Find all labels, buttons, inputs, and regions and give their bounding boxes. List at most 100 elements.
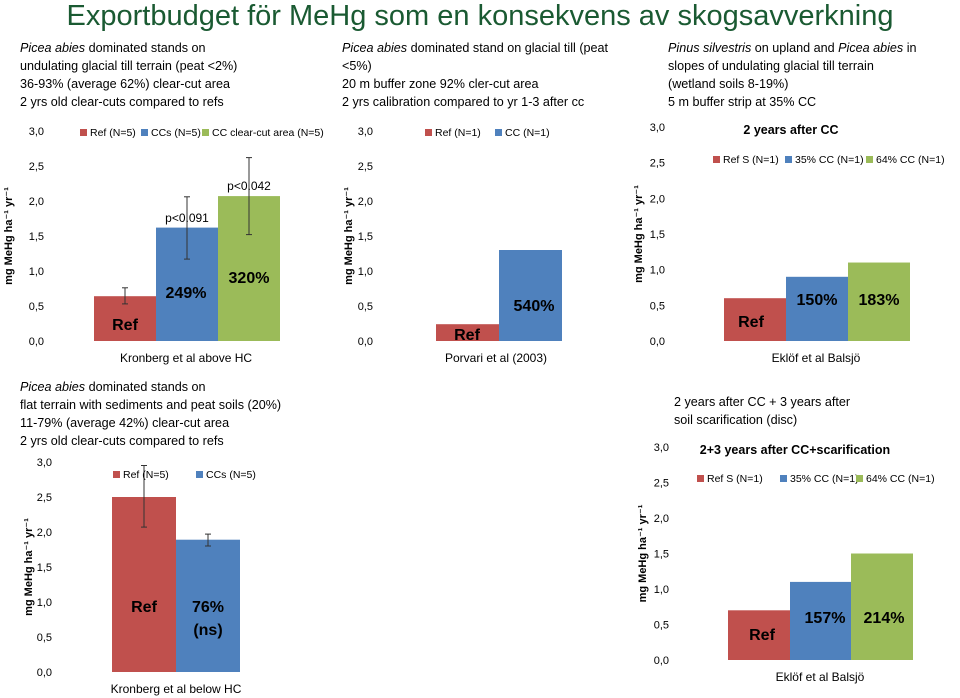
c1-legend-label: CC clear-cut area (N=5)	[212, 127, 324, 139]
c3-tick-label: 1,0	[650, 265, 665, 277]
c4-legend-label: Ref (N=5)	[123, 469, 169, 481]
c4-legend-swatch	[196, 471, 203, 478]
c3-legend-swatch	[785, 156, 792, 163]
desc-stands-below-hc: Picea abies dominated stands on flat ter…	[20, 378, 281, 450]
c5-tick-label: 1,5	[654, 549, 669, 561]
c3-bar-0	[724, 298, 786, 341]
c5-legend-swatch	[697, 475, 704, 482]
c5-legend-label: 35% CC (N=1)	[790, 473, 859, 485]
desc-porvari: Picea abies dominated stand on glacial t…	[342, 39, 608, 111]
c1-tick-label: 3,0	[29, 126, 44, 138]
c3-tick-label: 0,0	[650, 336, 665, 348]
c5-tick-label: 2,5	[654, 478, 669, 490]
c3-bar-2	[848, 262, 910, 341]
c3-legend-swatch	[866, 156, 873, 163]
desc-stands-above-hc: Picea abies dominated stands on undulati…	[20, 39, 237, 111]
c3-bar-label: 183%	[859, 292, 900, 309]
desc-scarification: 2 years after CC + 3 years after soil sc…	[674, 393, 850, 429]
c4-bar-1	[176, 539, 240, 672]
c3-x-axis-label: Eklöf et al Balsjö	[772, 351, 861, 365]
desc-text-tail: in	[903, 41, 917, 55]
desc-line: 20 m buffer zone 92% cler-cut area	[342, 77, 539, 91]
c1-legend-swatch	[141, 129, 148, 136]
c3-legend-label: 35% CC (N=1)	[795, 154, 864, 166]
c3-title: 2 years after CC	[743, 123, 838, 137]
desc-species: Picea abies	[20, 380, 86, 394]
c2-tick-label: 1,0	[358, 266, 373, 278]
c3-tick-label: 1,5	[650, 229, 665, 241]
desc-line: <5%)	[342, 59, 372, 73]
c5-tick-label: 3,0	[654, 442, 669, 454]
c3-legend-label: 64% CC (N=1)	[876, 154, 945, 166]
c2-x-axis-label: Porvari et al (2003)	[445, 351, 547, 365]
c1-tick-label: 2,0	[29, 196, 44, 208]
c5-x-axis-label: Eklöf et al Balsjö	[776, 670, 865, 684]
desc-line: 2 yrs calibration compared to yr 1-3 aft…	[342, 95, 585, 109]
c1-p-label: p<0.091	[165, 211, 209, 225]
c4-bar-label: (ns)	[193, 622, 222, 639]
c2-bar-0	[436, 324, 499, 341]
c5-legend-swatch	[856, 475, 863, 482]
desc-text: dominated stand on glacial till (peat	[407, 41, 609, 55]
desc-line: soil scarification (disc)	[674, 413, 798, 427]
desc-species: Pinus silvestris	[668, 41, 752, 55]
c2-y-axis-label: mg MeHg ha⁻¹ yr⁻¹	[343, 187, 355, 285]
page-title: Exportbudget för MeHg som en konsekvens …	[66, 0, 894, 32]
c3-tick-label: 2,0	[650, 193, 665, 205]
desc-balsjo: Pinus silvestris on upland and Picea abi…	[668, 39, 917, 111]
desc-line: Picea abies dominated stand on glacial t…	[342, 39, 608, 57]
desc-line: flat terrain with sediments and peat soi…	[20, 398, 282, 412]
c2-tick-label: 0,5	[358, 301, 373, 313]
c5-tick-label: 1,0	[654, 584, 669, 596]
desc-species: Picea abies	[20, 41, 86, 55]
c1-legend-swatch	[80, 129, 87, 136]
c1-bar-label: 320%	[229, 270, 270, 287]
desc-line: 36-93% (average 62%) clear-cut area	[20, 77, 231, 91]
desc-line: Picea abies dominated stands on	[20, 39, 237, 57]
c3-bar-label: Ref	[738, 314, 764, 331]
c4-legend-swatch	[113, 471, 120, 478]
c2-legend-swatch	[425, 129, 432, 136]
c5-tick-label: 2,0	[654, 513, 669, 525]
desc-species: Picea abies	[342, 41, 408, 55]
desc-line: 2 years after CC + 3 years after	[674, 395, 851, 409]
c5-tick-label: 0,5	[654, 620, 669, 632]
c5-y-axis-label: mg MeHg ha⁻¹ yr⁻¹	[637, 504, 649, 602]
desc-line: (wetland soils 8-19%)	[668, 77, 789, 91]
c4-tick-label: 3,0	[37, 457, 52, 469]
c5-bar-label: 214%	[864, 610, 905, 627]
c5-bar-0	[728, 610, 790, 660]
c2-bar-label: Ref	[454, 327, 480, 344]
c4-tick-label: 0,0	[37, 667, 52, 679]
c3-legend-swatch	[713, 156, 720, 163]
c1-legend-label: Ref (N=5)	[90, 127, 136, 139]
c4-tick-label: 0,5	[37, 632, 52, 644]
c4-tick-label: 2,0	[37, 527, 52, 539]
desc-line: 2 yrs old clear-cuts compared to refs	[20, 434, 224, 448]
c2-legend-label: CC (N=1)	[505, 127, 550, 139]
desc-line: 5 m buffer strip at 35% CC	[668, 95, 817, 109]
c4-tick-label: 2,5	[37, 492, 52, 504]
c2-tick-label: 0,0	[358, 336, 373, 348]
desc-line: slopes of undulating glacial till terrai…	[668, 59, 874, 73]
c2-legend-swatch	[495, 129, 502, 136]
c4-y-axis-label: mg MeHg ha⁻¹ yr⁻¹	[23, 518, 35, 616]
c5-bar-label: Ref	[749, 627, 775, 644]
c1-bar-label: 249%	[166, 285, 207, 302]
c4-bar-label: 76%	[192, 599, 224, 616]
c5-legend-label: 64% CC (N=1)	[866, 473, 935, 485]
c5-title: 2+3 years after CC+scarification	[700, 443, 890, 457]
c2-tick-label: 3,0	[358, 126, 373, 138]
c2-legend-label: Ref (N=1)	[435, 127, 481, 139]
c1-legend-label: CCs (N=5)	[151, 127, 201, 139]
c5-bar-2	[851, 553, 913, 660]
c3-tick-label: 2,5	[650, 158, 665, 170]
c3-y-axis-label: mg MeHg ha⁻¹ yr⁻¹	[633, 185, 645, 283]
c3-legend-label: Ref S (N=1)	[723, 154, 779, 166]
c1-x-axis-label: Kronberg et al above HC	[120, 351, 252, 365]
c4-tick-label: 1,0	[37, 597, 52, 609]
c5-legend-swatch	[780, 475, 787, 482]
desc-line: Pinus silvestris on upland and Picea abi…	[668, 39, 917, 57]
desc-line: 2 yrs old clear-cuts compared to refs	[20, 95, 224, 109]
